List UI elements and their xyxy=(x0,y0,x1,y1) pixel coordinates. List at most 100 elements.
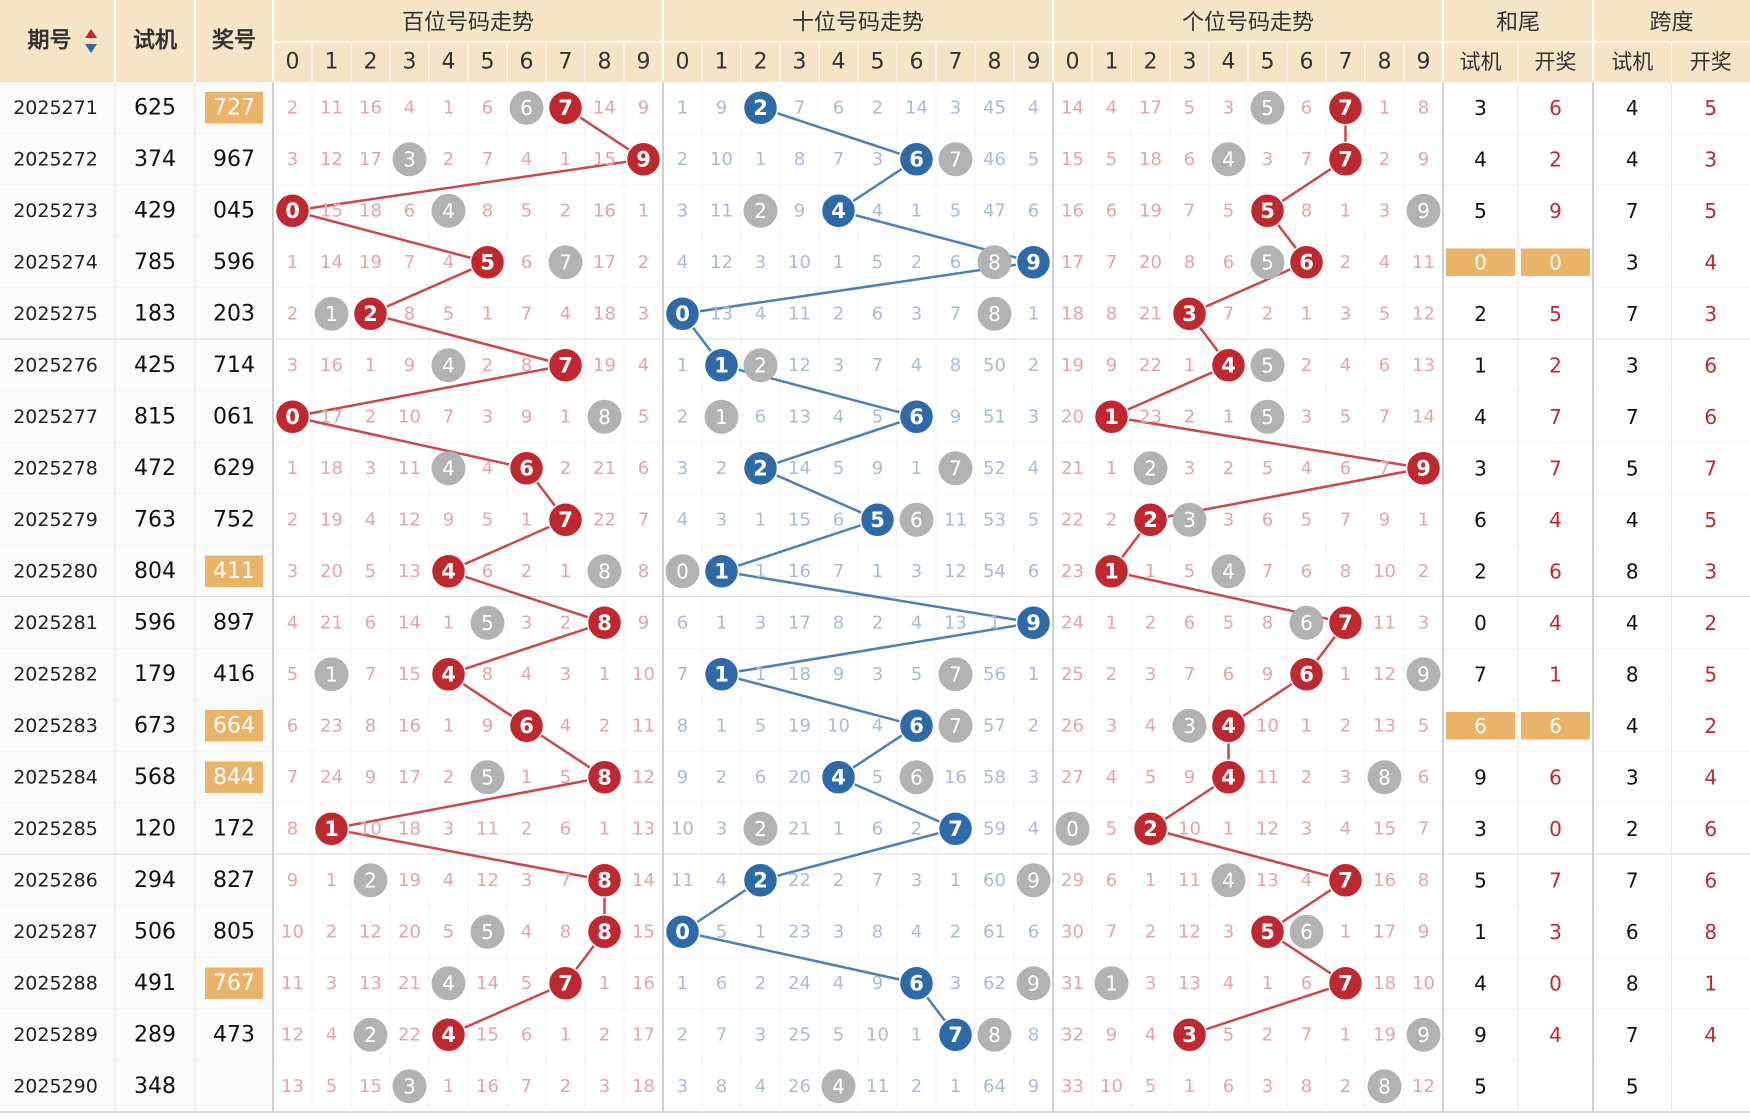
prize-number: 752 xyxy=(213,507,255,532)
issue: 2025275 xyxy=(13,303,98,325)
omission: 19 xyxy=(1373,1024,1396,1045)
span: 2 xyxy=(1704,611,1717,635)
sum-tail: 3 xyxy=(1474,817,1487,841)
trial-digit: 7 xyxy=(949,714,962,738)
omission: 14 xyxy=(905,97,928,118)
omission: 26 xyxy=(1061,715,1084,736)
winning-ball xyxy=(1171,296,1208,332)
omission: 6 xyxy=(950,252,961,273)
winning-digit: 2 xyxy=(753,456,768,480)
omission: 2 xyxy=(521,818,532,839)
winning-digit: 6 xyxy=(909,405,924,429)
header-digit: 8 xyxy=(598,50,612,75)
omission: 7 xyxy=(443,406,454,427)
omission: 20 xyxy=(398,921,421,942)
omission: 8 xyxy=(1301,1076,1312,1097)
omission: 20 xyxy=(320,561,343,582)
omission: 2 xyxy=(872,612,883,633)
row-bg xyxy=(0,288,1750,340)
omission: 5 xyxy=(1262,458,1273,479)
omission: 1 xyxy=(482,303,493,324)
omission: 4 xyxy=(404,97,415,118)
row-bg xyxy=(0,597,1750,649)
omission: 7 xyxy=(833,561,844,582)
omission: 1 xyxy=(1340,1024,1351,1045)
omission: 5 xyxy=(443,303,454,324)
omission: 4 xyxy=(1145,715,1156,736)
omission: 4 xyxy=(1223,973,1234,994)
winning-ball xyxy=(1249,914,1286,950)
omission: 9 xyxy=(287,870,298,891)
omission: 1 xyxy=(833,818,844,839)
sum-tail: 7 xyxy=(1549,868,1562,892)
trial-ball xyxy=(899,502,934,537)
omission: 3 xyxy=(1301,406,1312,427)
omission: 18 xyxy=(1139,149,1162,170)
omission: 8 xyxy=(716,1076,727,1097)
header-digit: 0 xyxy=(676,50,690,75)
winning-digit: 1 xyxy=(1104,405,1119,429)
winning-digit: 0 xyxy=(675,302,690,326)
omission: 18 xyxy=(320,458,343,479)
trial-digit: 4 xyxy=(442,456,455,480)
trial-digit: 8 xyxy=(988,250,1001,274)
omission: 5 xyxy=(1028,509,1039,530)
trial-ball xyxy=(1406,1017,1441,1052)
trial-number: 763 xyxy=(134,507,176,532)
sum-tail: 4 xyxy=(1549,508,1562,532)
omission: 12 xyxy=(1256,818,1279,839)
omission: 7 xyxy=(1184,200,1195,221)
omission: 8 xyxy=(482,200,493,221)
winning-digit: 7 xyxy=(558,508,573,532)
omission: 2 xyxy=(1223,458,1234,479)
omission: 3 xyxy=(755,612,766,633)
omission: 2 xyxy=(716,767,727,788)
omission: 5 xyxy=(911,664,922,685)
omission: 1 xyxy=(1340,921,1351,942)
sum-tail: 0 xyxy=(1474,611,1487,635)
prize-number: 827 xyxy=(213,868,255,893)
sum-tail: 5 xyxy=(1474,199,1487,223)
omission: 1 xyxy=(677,97,688,118)
omission: 6 xyxy=(638,458,649,479)
omission: 2 xyxy=(1301,355,1312,376)
omission: 8 xyxy=(560,921,571,942)
omission: 2 xyxy=(911,818,922,839)
trial-ball xyxy=(743,193,778,228)
header-digit: 9 xyxy=(1417,50,1431,75)
sum-tail: 4 xyxy=(1474,971,1487,995)
omission: 11 xyxy=(476,818,499,839)
omission: 3 xyxy=(1223,97,1234,118)
trial-ball xyxy=(1250,399,1285,434)
winning-ball xyxy=(430,656,467,692)
trial-digit: 8 xyxy=(1378,1074,1391,1098)
winning-digit: 5 xyxy=(870,508,885,532)
omission: 12 xyxy=(398,509,421,530)
omission: 4 xyxy=(638,355,649,376)
omission: 1 xyxy=(755,664,766,685)
omission: 61 xyxy=(983,921,1006,942)
winning-ball xyxy=(859,502,896,538)
omission: 6 xyxy=(1106,200,1117,221)
omission: 10 xyxy=(827,715,850,736)
omission: 1 xyxy=(1028,303,1039,324)
omission: 8 xyxy=(1262,612,1273,633)
sum-tail: 0 xyxy=(1549,250,1562,274)
trial-digit: 4 xyxy=(832,1074,845,1098)
span: 4 xyxy=(1704,765,1717,789)
omission: 7 xyxy=(1379,458,1390,479)
omission: 3 xyxy=(482,406,493,427)
sum-tail: 5 xyxy=(1474,1074,1487,1098)
winning-digit: 5 xyxy=(480,250,495,274)
trial-ball xyxy=(314,657,349,692)
winning-digit: 1 xyxy=(714,662,729,686)
winning-digit: 7 xyxy=(1338,971,1353,995)
omission: 22 xyxy=(1061,509,1084,530)
omission: 1 xyxy=(950,1076,961,1097)
trial-digit: 2 xyxy=(754,817,767,841)
omission: 3 xyxy=(911,561,922,582)
trial-ball xyxy=(1367,1069,1402,1104)
sum-tail: 1 xyxy=(1474,920,1487,944)
header-sub: 开奖 xyxy=(1535,50,1577,74)
header-digit: 6 xyxy=(1300,50,1314,75)
